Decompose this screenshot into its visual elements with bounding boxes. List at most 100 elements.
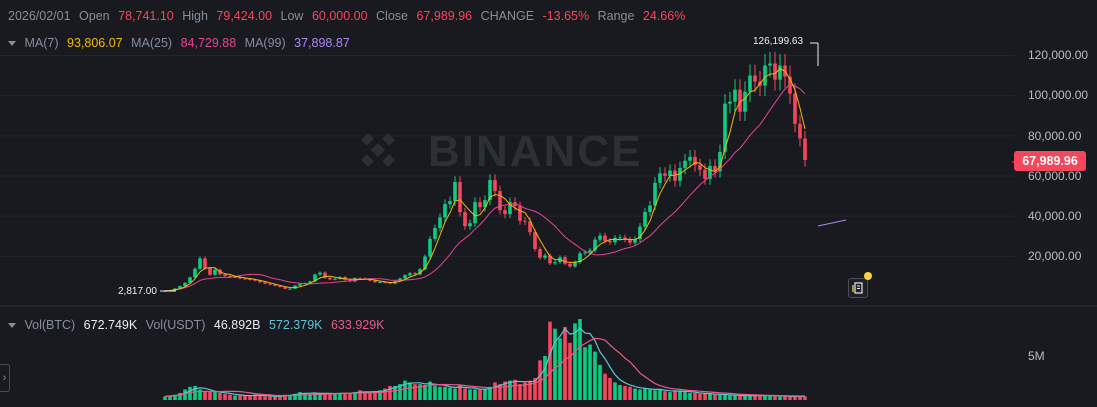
candle-up	[438, 217, 442, 229]
volume-bar	[578, 319, 582, 400]
candle-up	[578, 253, 582, 263]
candle-up	[543, 255, 547, 258]
y-tick-20000: 20,000.00	[1028, 249, 1082, 263]
candle-up	[188, 277, 192, 283]
notification-dot-icon	[864, 272, 872, 280]
low-value: 60,000.00	[311, 9, 368, 23]
candle-up	[668, 170, 672, 176]
candle-down	[228, 276, 232, 278]
candle-up	[313, 274, 317, 282]
change-label: CHANGE	[480, 9, 535, 23]
ma99-value: 37,898.87	[294, 36, 350, 50]
candle-up	[428, 238, 432, 257]
candle-up	[403, 275, 407, 279]
candle-down	[753, 75, 757, 82]
candle-down	[503, 210, 507, 215]
volume-bar	[328, 393, 332, 400]
vol-ma1-value: 572.379K	[268, 318, 323, 332]
candle-down	[368, 279, 372, 281]
candle-down	[258, 280, 262, 283]
ma99-extension-line	[817, 219, 847, 227]
volume-collapse-caret-icon[interactable]	[8, 323, 16, 329]
volume-bar	[743, 395, 747, 400]
volume-bar	[198, 389, 202, 400]
volume-bar	[528, 380, 532, 400]
candle-up	[778, 65, 782, 80]
ma7-line	[164, 67, 806, 292]
chevron-right-icon[interactable]: ›	[0, 364, 10, 392]
note-icon[interactable]	[848, 278, 868, 298]
volume-bar	[348, 392, 352, 400]
candle-up	[648, 205, 652, 212]
candle-up	[453, 182, 457, 202]
volume-bar	[273, 396, 277, 400]
volume-bar	[708, 393, 712, 400]
volume-bar	[663, 391, 667, 400]
volume-bar	[698, 393, 702, 400]
volume-bar	[648, 389, 652, 400]
volume-bar	[753, 395, 757, 400]
ma7-label: MA(7)	[24, 36, 59, 50]
volume-bar	[598, 364, 602, 400]
candle-down	[273, 284, 277, 286]
volume-bar	[278, 395, 282, 400]
volume-bar	[573, 323, 577, 400]
volume-bar	[533, 378, 537, 400]
volume-bar	[548, 321, 552, 400]
candle-down	[693, 156, 697, 166]
vol-btc-value: 672.749K	[83, 318, 138, 332]
volume-bar	[668, 392, 672, 400]
range-value: 24.66%	[642, 9, 686, 23]
volume-bar	[583, 347, 587, 400]
current-price-tag: 67,989.96	[1014, 151, 1086, 171]
volume-bar	[638, 389, 642, 400]
volume-bar	[513, 379, 517, 400]
volume-bar	[693, 392, 697, 400]
candle-down	[623, 237, 627, 240]
close-value: 67,989.96	[416, 9, 473, 23]
low-label: Low	[280, 9, 304, 23]
volume-bar	[673, 391, 677, 400]
candle-down	[248, 279, 252, 281]
candle-down	[563, 257, 567, 264]
volume-bar	[258, 395, 262, 400]
candle-up	[183, 282, 187, 287]
volume-bar	[208, 392, 212, 400]
volume-bar	[268, 396, 272, 400]
candle-down	[328, 277, 332, 280]
volume-bar	[318, 393, 322, 400]
volume-bar	[388, 385, 392, 400]
volume-bar	[483, 388, 487, 400]
volume-bar	[333, 393, 337, 400]
candle-down	[628, 239, 632, 243]
volume-bar	[613, 382, 617, 400]
candle-down	[283, 287, 287, 289]
range-label: Range	[597, 9, 635, 23]
candle-down	[603, 235, 607, 241]
candle-up	[288, 288, 292, 290]
volume-bar	[178, 392, 182, 400]
volume-bar	[428, 381, 432, 400]
candle-up	[233, 276, 237, 278]
ma-header[interactable]: MA(7) 93,806.07 MA(25) 84,729.88 MA(99) …	[8, 36, 355, 50]
candle-up	[473, 202, 477, 224]
collapse-caret-icon[interactable]	[8, 41, 16, 47]
candle-up	[448, 201, 452, 205]
volume-bar	[568, 342, 572, 400]
y-tick-40000: 40,000.00	[1028, 209, 1082, 223]
candle-up	[173, 288, 177, 291]
candle-down	[498, 191, 502, 211]
volume-bar	[773, 395, 777, 400]
candle-down	[383, 282, 387, 284]
volume-bar	[183, 389, 187, 400]
volume-bar	[488, 386, 492, 400]
volume-header[interactable]: Vol(BTC) 672.749K Vol(USDT) 46.892B 572.…	[8, 318, 390, 332]
ma25-value: 84,729.88	[180, 36, 237, 50]
binance-watermark: BINANCE	[361, 127, 640, 176]
volume-bar	[473, 389, 477, 400]
candle-down	[803, 138, 807, 160]
ma25-label: MA(25)	[131, 36, 173, 50]
candle-date: 2026/02/01	[8, 9, 71, 23]
